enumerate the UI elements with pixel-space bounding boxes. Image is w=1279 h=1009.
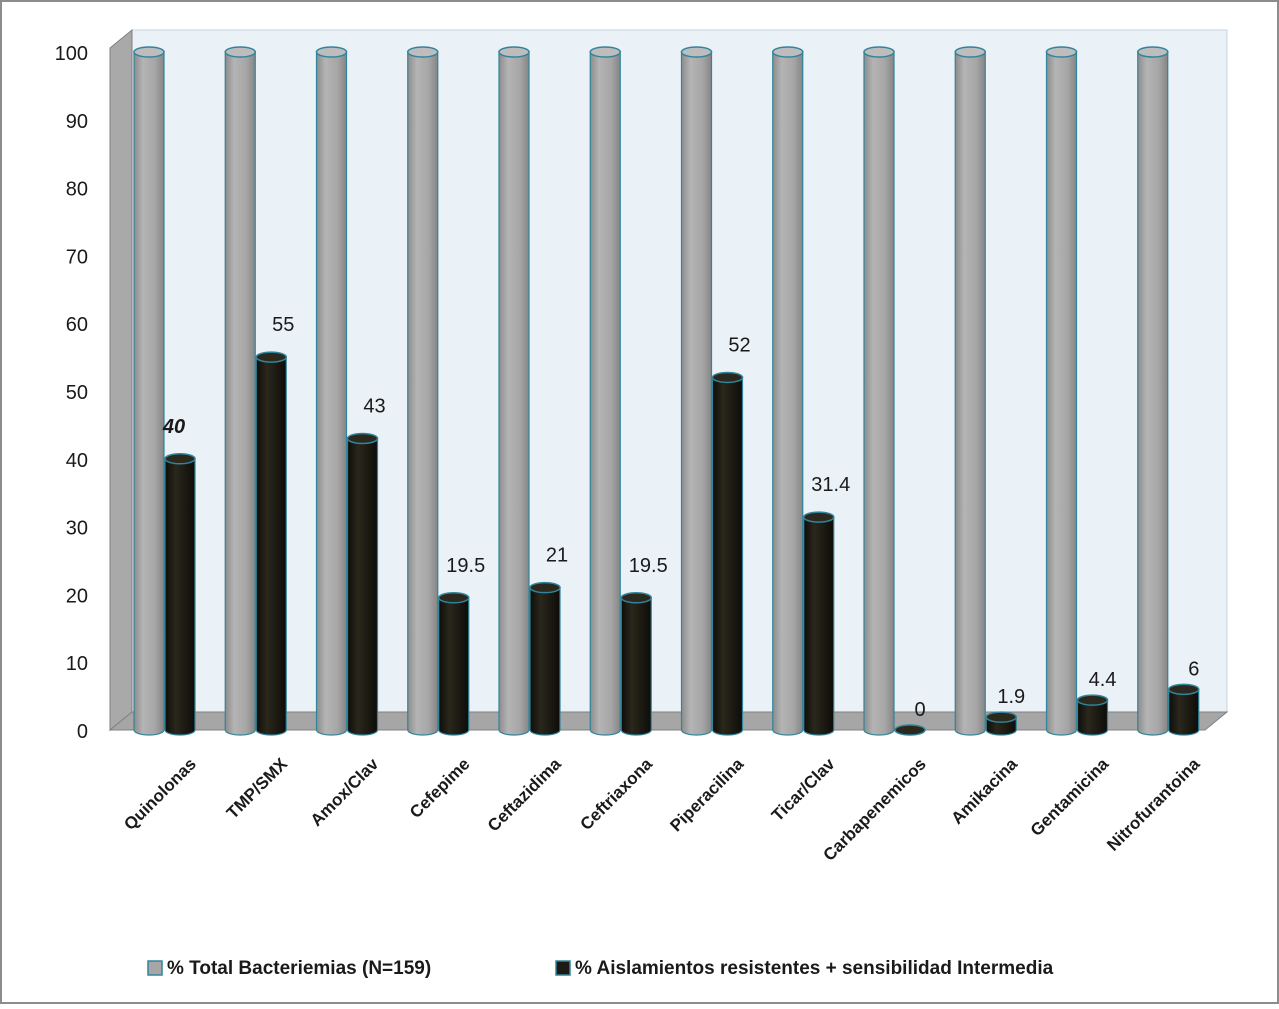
data-label: 4.4	[1089, 669, 1117, 691]
y-tick-label: 0	[77, 721, 88, 743]
y-tick-label: 50	[66, 382, 88, 404]
y-tick-label: 60	[66, 314, 88, 336]
bar-total	[133, 46, 165, 736]
legend: % Total Bacteriemias (N=159) % Aislamien…	[147, 958, 1054, 979]
bar-total	[954, 46, 986, 736]
bar-total	[315, 46, 348, 736]
chart-side-wall	[109, 28, 133, 732]
bar-total	[680, 46, 713, 736]
data-label: 19.5	[629, 555, 668, 577]
bar-total	[772, 46, 804, 736]
data-label: 52	[728, 334, 750, 356]
bar-resistant	[346, 432, 379, 736]
bar-total	[1045, 46, 1078, 736]
bar-resistant	[985, 711, 1017, 736]
legend-swatch-resistant	[555, 960, 571, 976]
bar-total	[224, 46, 256, 736]
data-label: 19.5	[446, 555, 485, 577]
data-labels: 40 55 43 19.5 21 19.5 52 31.4 0 1.9 4.4 6	[162, 314, 1199, 721]
data-label: 21	[546, 545, 568, 567]
y-tick-label: 30	[66, 518, 88, 540]
data-label: 0	[914, 699, 925, 721]
bar-resistant	[711, 371, 744, 736]
legend-label-resistant: % Aislamientos resistentes + sensibilida…	[575, 958, 1054, 979]
legend-swatch-total	[147, 960, 163, 976]
bar-resistant	[529, 581, 561, 736]
bar-resistant	[803, 511, 835, 736]
data-label: 55	[272, 314, 294, 336]
y-tick-label: 70	[66, 246, 88, 268]
y-axis-ticks: 0 10 20 30 40 50 60 70 80 90 100	[55, 43, 88, 743]
bar-total	[863, 46, 895, 736]
bar-resistant	[620, 592, 652, 736]
y-tick-label: 80	[66, 179, 88, 201]
bar-total	[498, 46, 530, 736]
bar-resistant	[1168, 683, 1200, 736]
bar-resistant	[894, 724, 926, 736]
data-label: 6	[1188, 658, 1199, 680]
bar-resistant	[1076, 694, 1109, 736]
y-tick-label: 10	[66, 653, 88, 675]
data-label: 43	[363, 395, 385, 417]
bar-resistant	[255, 351, 287, 736]
y-tick-label: 20	[66, 585, 88, 607]
bar-resistant	[164, 453, 196, 736]
legend-label-total: % Total Bacteriemias (N=159)	[167, 958, 431, 979]
chart-floor	[108, 711, 1229, 731]
y-tick-label: 100	[55, 43, 88, 65]
bar-resistant	[438, 592, 470, 736]
y-tick-label: 40	[66, 450, 88, 472]
data-label: 40	[162, 416, 185, 438]
data-label: 1.9	[997, 686, 1025, 708]
bar-total	[589, 46, 621, 736]
bar-total	[1137, 46, 1169, 736]
bars	[133, 46, 1200, 736]
data-label: 31.4	[811, 474, 850, 496]
bar-total	[407, 46, 439, 736]
y-tick-label: 90	[66, 111, 88, 133]
